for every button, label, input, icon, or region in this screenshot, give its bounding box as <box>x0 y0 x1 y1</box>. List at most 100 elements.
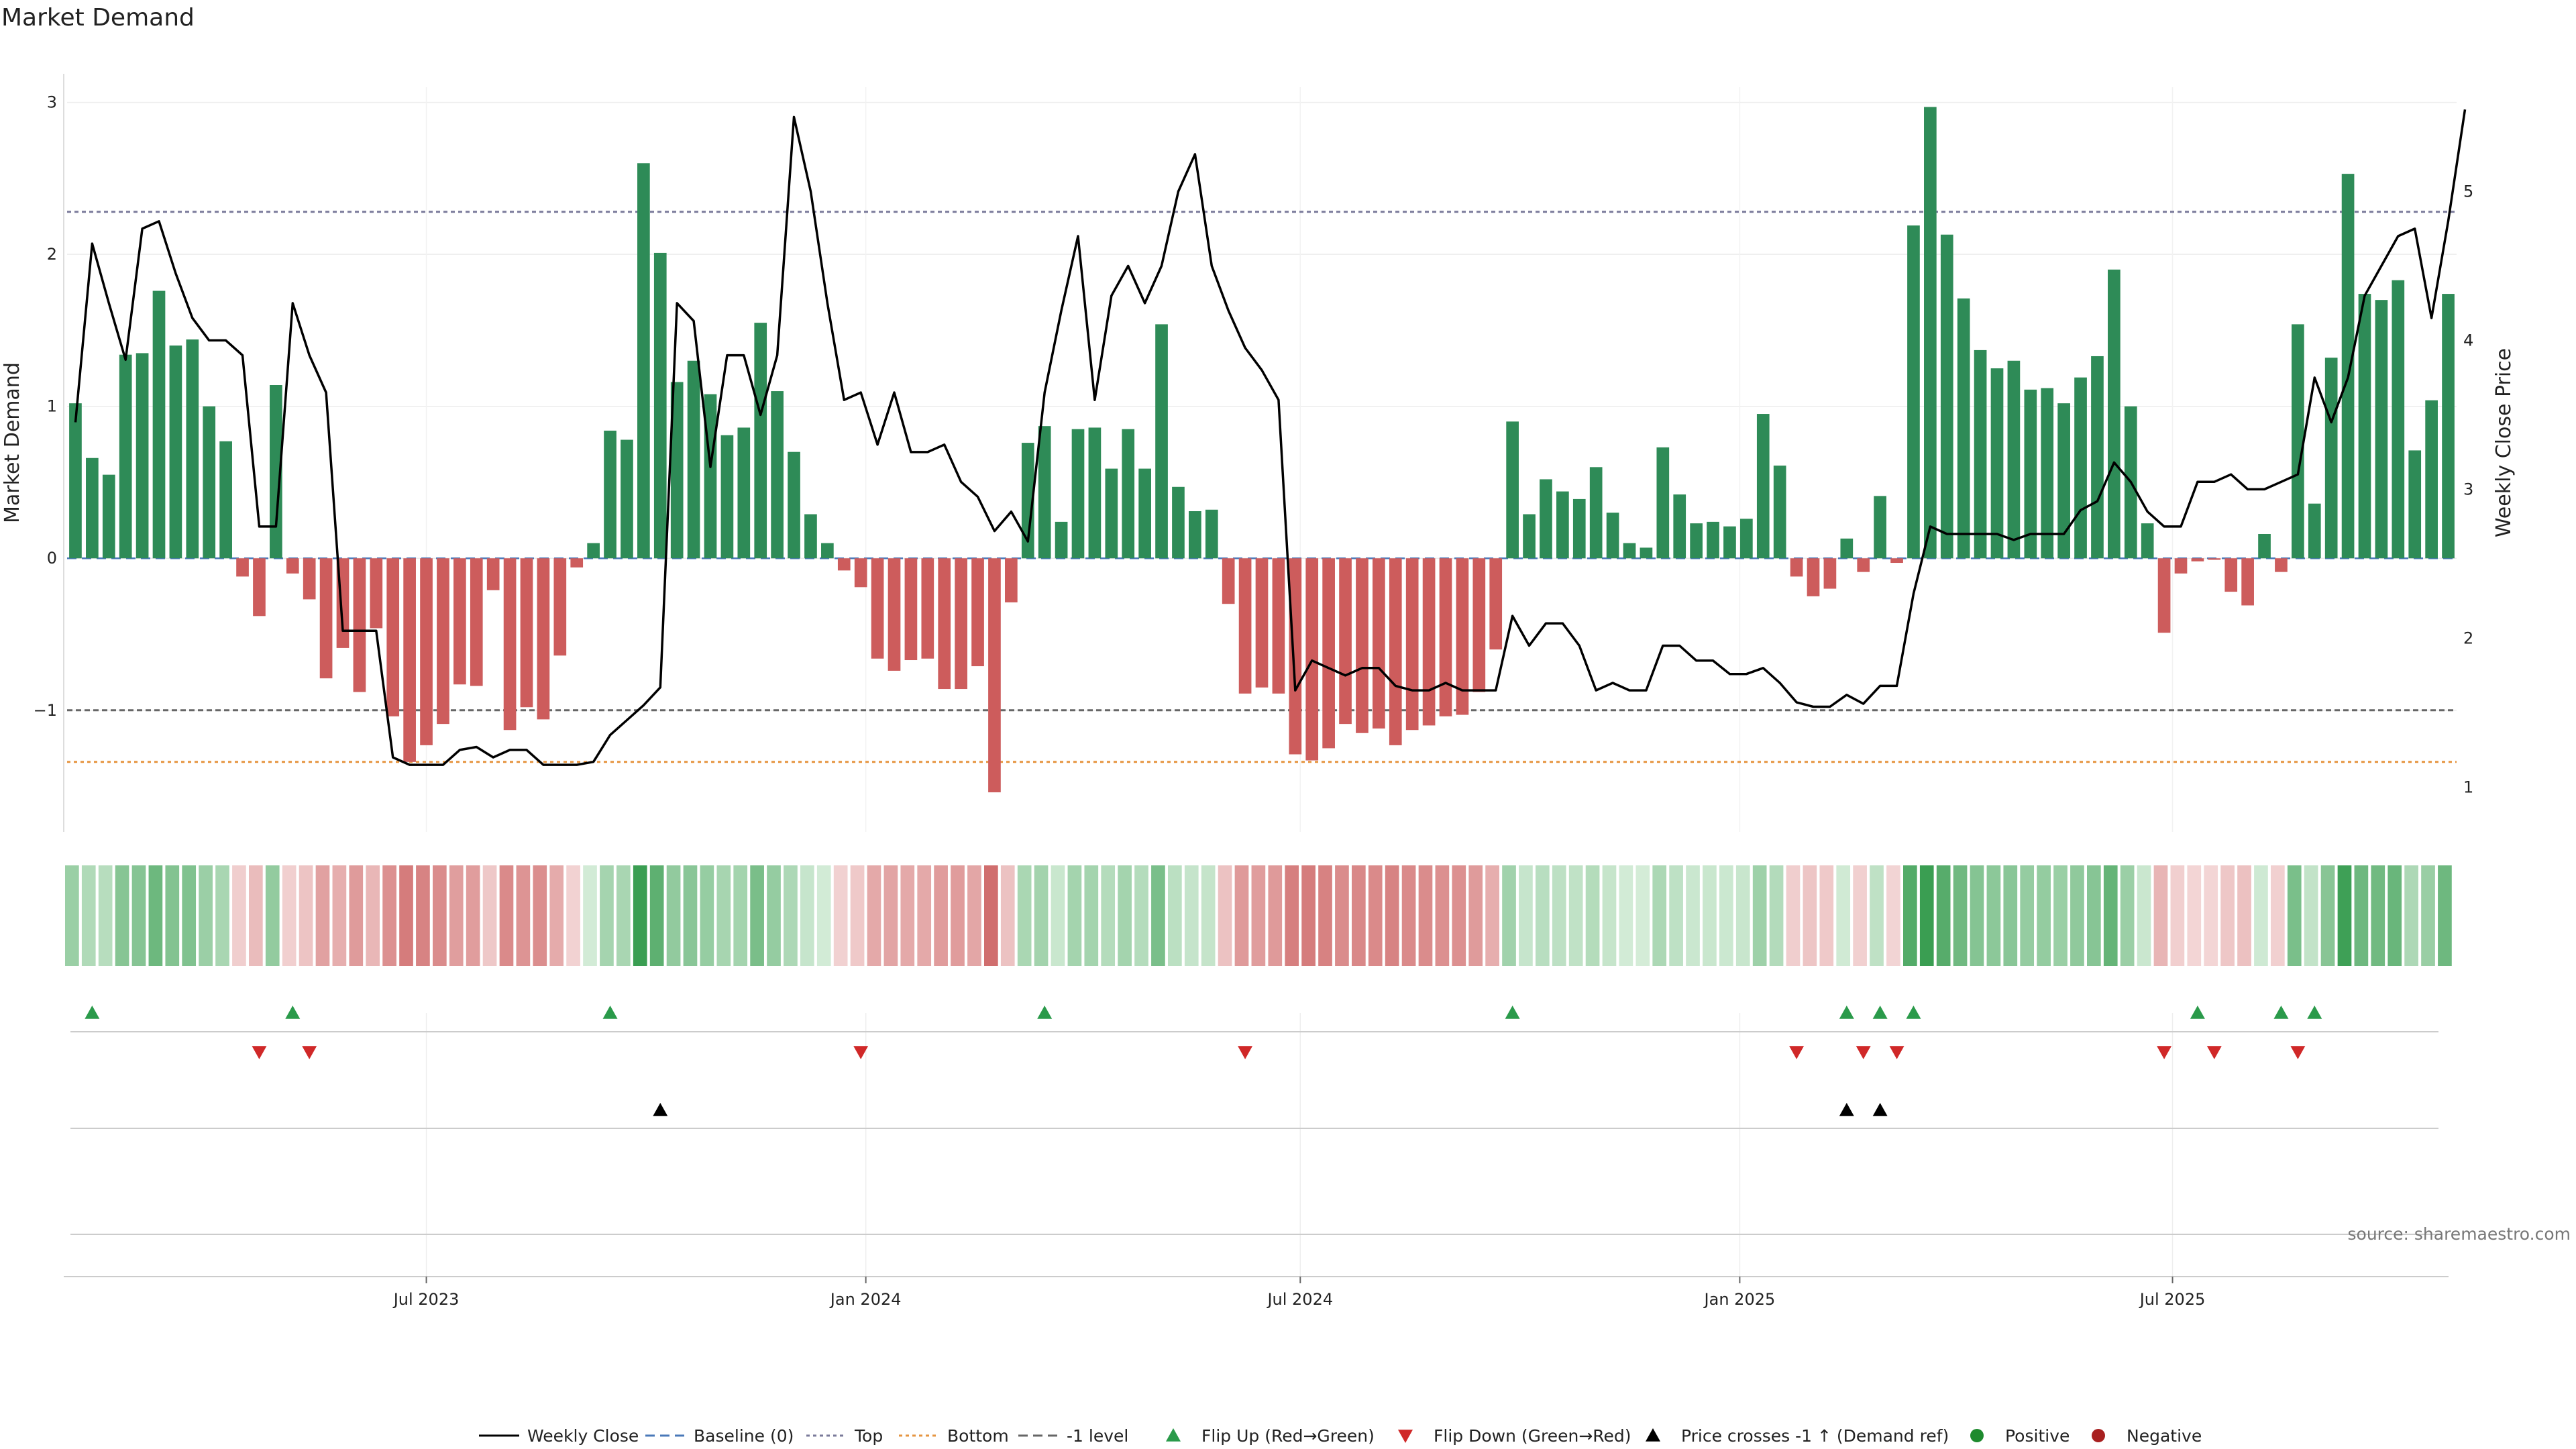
strip-cell <box>1786 865 1801 966</box>
demand-bar <box>186 339 199 559</box>
demand-bar <box>720 435 734 559</box>
demand-bar <box>2392 280 2405 559</box>
flip-down-marker <box>1238 1046 1253 1059</box>
price-cross-marker <box>1872 1103 1888 1116</box>
legend-item: Negative <box>2092 1426 2202 1446</box>
demand-bar <box>102 474 115 559</box>
y2-tick-label: 1 <box>2463 777 2473 796</box>
demand-bar <box>2341 174 2355 559</box>
demand-bar <box>971 558 984 667</box>
strip-cell <box>98 865 113 966</box>
demand-bar <box>270 385 282 559</box>
demand-bar <box>520 558 533 708</box>
demand-bar <box>1874 496 1886 559</box>
strip-cell <box>1986 865 2001 966</box>
flip-up-marker <box>1839 1006 1854 1019</box>
strip-cell <box>951 865 965 966</box>
y-axis-label: Market Demand <box>1 362 24 523</box>
legend-label: Flip Down (Green→Red) <box>1434 1426 1631 1446</box>
strip-cell <box>215 865 229 966</box>
demand-bar <box>1924 107 1937 559</box>
demand-bar <box>653 252 667 559</box>
strip-cell <box>1769 865 1784 966</box>
strip-cell <box>1552 865 1566 966</box>
strip-cell <box>382 865 396 966</box>
strip-cell <box>1602 865 1617 966</box>
demand-bar <box>503 558 517 731</box>
y2-axis-label: Weekly Close Price <box>2492 348 2516 537</box>
demand-bar <box>553 558 567 656</box>
weekly-close-line <box>74 109 2467 766</box>
strip-cell <box>2037 865 2051 966</box>
demand-bar <box>303 558 316 600</box>
strip-cell <box>1519 865 1533 966</box>
demand-bar <box>754 323 767 559</box>
demand-bar <box>1857 558 1870 572</box>
strip-cell <box>1368 865 1383 966</box>
strip-cell <box>1836 865 1851 966</box>
demand-bar <box>486 558 500 590</box>
demand-bar <box>1238 558 1252 694</box>
demand-bar <box>1673 494 1686 559</box>
demand-bar <box>1957 298 1970 559</box>
demand-bar <box>604 430 616 559</box>
strip-cell <box>482 865 497 966</box>
strip-cell <box>1251 865 1266 966</box>
y-tick-label: 3 <box>47 93 57 112</box>
strip-cell <box>399 865 413 966</box>
flip-up-marker <box>602 1006 618 1019</box>
demand-bar <box>453 558 466 685</box>
strip-cell <box>1870 865 1884 966</box>
x-tick-label: Jul 2023 <box>392 1290 460 1309</box>
demand-bar <box>1339 558 1352 724</box>
strip-cell <box>1385 865 1399 966</box>
strip-cell <box>1735 865 1750 966</box>
demand-bar <box>854 558 867 588</box>
demand-bar <box>1405 558 1419 731</box>
demand-bar <box>1556 491 1569 559</box>
strip-cell <box>2237 865 2251 966</box>
strip-cell <box>2204 865 2218 966</box>
flip-up-marker <box>1906 1006 1921 1019</box>
strip-cell <box>1819 865 1834 966</box>
strip-cell <box>1034 865 1049 966</box>
demand-bar <box>1540 479 1552 559</box>
strip-cell <box>2020 865 2035 966</box>
strip-cell <box>2304 865 2318 966</box>
demand-bar <box>1205 509 1218 559</box>
strip-cell <box>466 865 480 966</box>
demand-bar <box>1890 558 1903 564</box>
strip-cell <box>1886 865 1900 966</box>
strip-cell <box>2337 865 2352 966</box>
demand-bar <box>370 558 383 629</box>
demand-bar <box>1021 443 1034 559</box>
demand-bar <box>1422 558 1436 726</box>
axes: −1 0 1 2 3 1 2 3 4 5 <box>34 74 2473 832</box>
flip-up-marker <box>1872 1006 1888 1019</box>
demand-bar <box>136 353 149 559</box>
demand-bar <box>1456 558 1469 715</box>
demand-bar <box>2024 389 2037 559</box>
demand-bar <box>621 439 633 559</box>
strip-cell <box>1000 865 1015 966</box>
demand-bar <box>219 441 232 559</box>
strip-cell <box>282 865 297 966</box>
strip-cell <box>917 865 932 966</box>
strip-cell <box>1536 865 1550 966</box>
strip-cell <box>850 865 865 966</box>
demand-bar <box>319 558 333 679</box>
y-tick-label: −1 <box>34 701 57 720</box>
demand-bar <box>470 558 483 686</box>
strip-cell <box>1703 865 1717 966</box>
strip-cell <box>2003 865 2018 966</box>
reference-lines <box>67 211 2457 763</box>
demand-bar <box>1222 558 1235 604</box>
demand-bar <box>1439 558 1452 716</box>
strip-cell <box>2187 865 2202 966</box>
demand-bar <box>1990 368 2004 559</box>
strip-cell <box>499 865 514 966</box>
strip-cell <box>1017 865 1032 966</box>
price-cross-marker <box>1839 1103 1854 1116</box>
strip-cell <box>366 865 380 966</box>
demand-bar <box>1823 558 1837 589</box>
